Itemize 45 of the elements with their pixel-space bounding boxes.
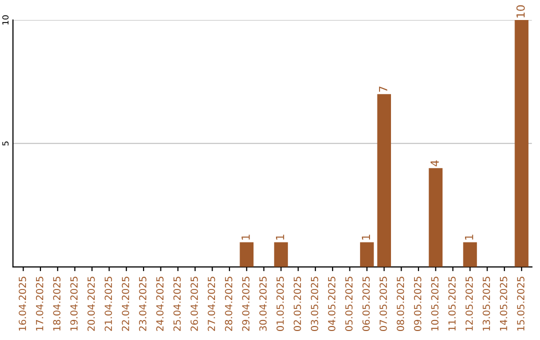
x-tick-label: 25.04.2025 [173,276,181,331]
x-tick-label: 07.05.2025 [380,276,387,331]
x-tick-label: 27.04.2025 [208,276,216,331]
data-label: 1 [465,234,474,240]
bar [428,168,443,267]
x-tick-label: 04.05.2025 [328,276,336,331]
x-tick-label: 22.04.2025 [122,276,130,331]
bar [274,242,288,267]
x-tick-label: 26.04.2025 [190,276,198,331]
x-tick-label: 09.05.2025 [414,276,422,331]
y-tick-label: 5 [2,142,9,146]
x-tick-label: 16.04.2025 [18,276,26,331]
x-tick-label: 08.05.2025 [396,276,404,331]
x-tick-label: 13.05.2025 [482,276,490,331]
data-label: 7 [379,86,388,92]
x-tick-label: 14.05.2025 [500,276,508,331]
x-tick-label: 17.04.2025 [36,276,44,331]
x-tick-label: 03.05.2025 [310,276,318,331]
x-tick-label: 23.04.2025 [139,276,146,331]
bar [377,94,391,267]
bar [463,242,477,267]
x-tick-label: 30.04.2025 [259,276,267,331]
x-tick-label: 29.04.2025 [242,276,250,331]
x-tick-label: 19.04.2025 [70,276,78,331]
x-tick-label: 21.04.2025 [104,276,112,331]
x-tick-label: 06.05.2025 [362,276,370,331]
data-label: 4 [430,160,439,166]
x-tick-label: 02.05.2025 [294,276,302,331]
bar [240,242,254,267]
bar [360,242,374,267]
x-tick-label: 10.05.2025 [431,276,438,331]
x-tick-label: 01.05.2025 [276,276,284,331]
x-tick-label: 12.05.2025 [466,276,473,331]
data-label: 1 [362,234,370,240]
data-label: 1 [276,234,284,240]
x-tick-label: 15.05.2025 [517,276,524,331]
x-tick-label: 05.05.2025 [345,276,353,331]
data-label: 1 [242,234,250,240]
data-label: 10 [516,5,525,18]
bar [514,20,528,267]
x-tick-label: 18.04.2025 [53,276,60,331]
x-tick-label: 28.04.2025 [224,276,232,331]
x-tick-label: 24.04.2025 [156,276,164,331]
x-tick-label: 11.05.2025 [448,276,456,331]
x-tick-label: 20.04.2025 [87,276,95,331]
